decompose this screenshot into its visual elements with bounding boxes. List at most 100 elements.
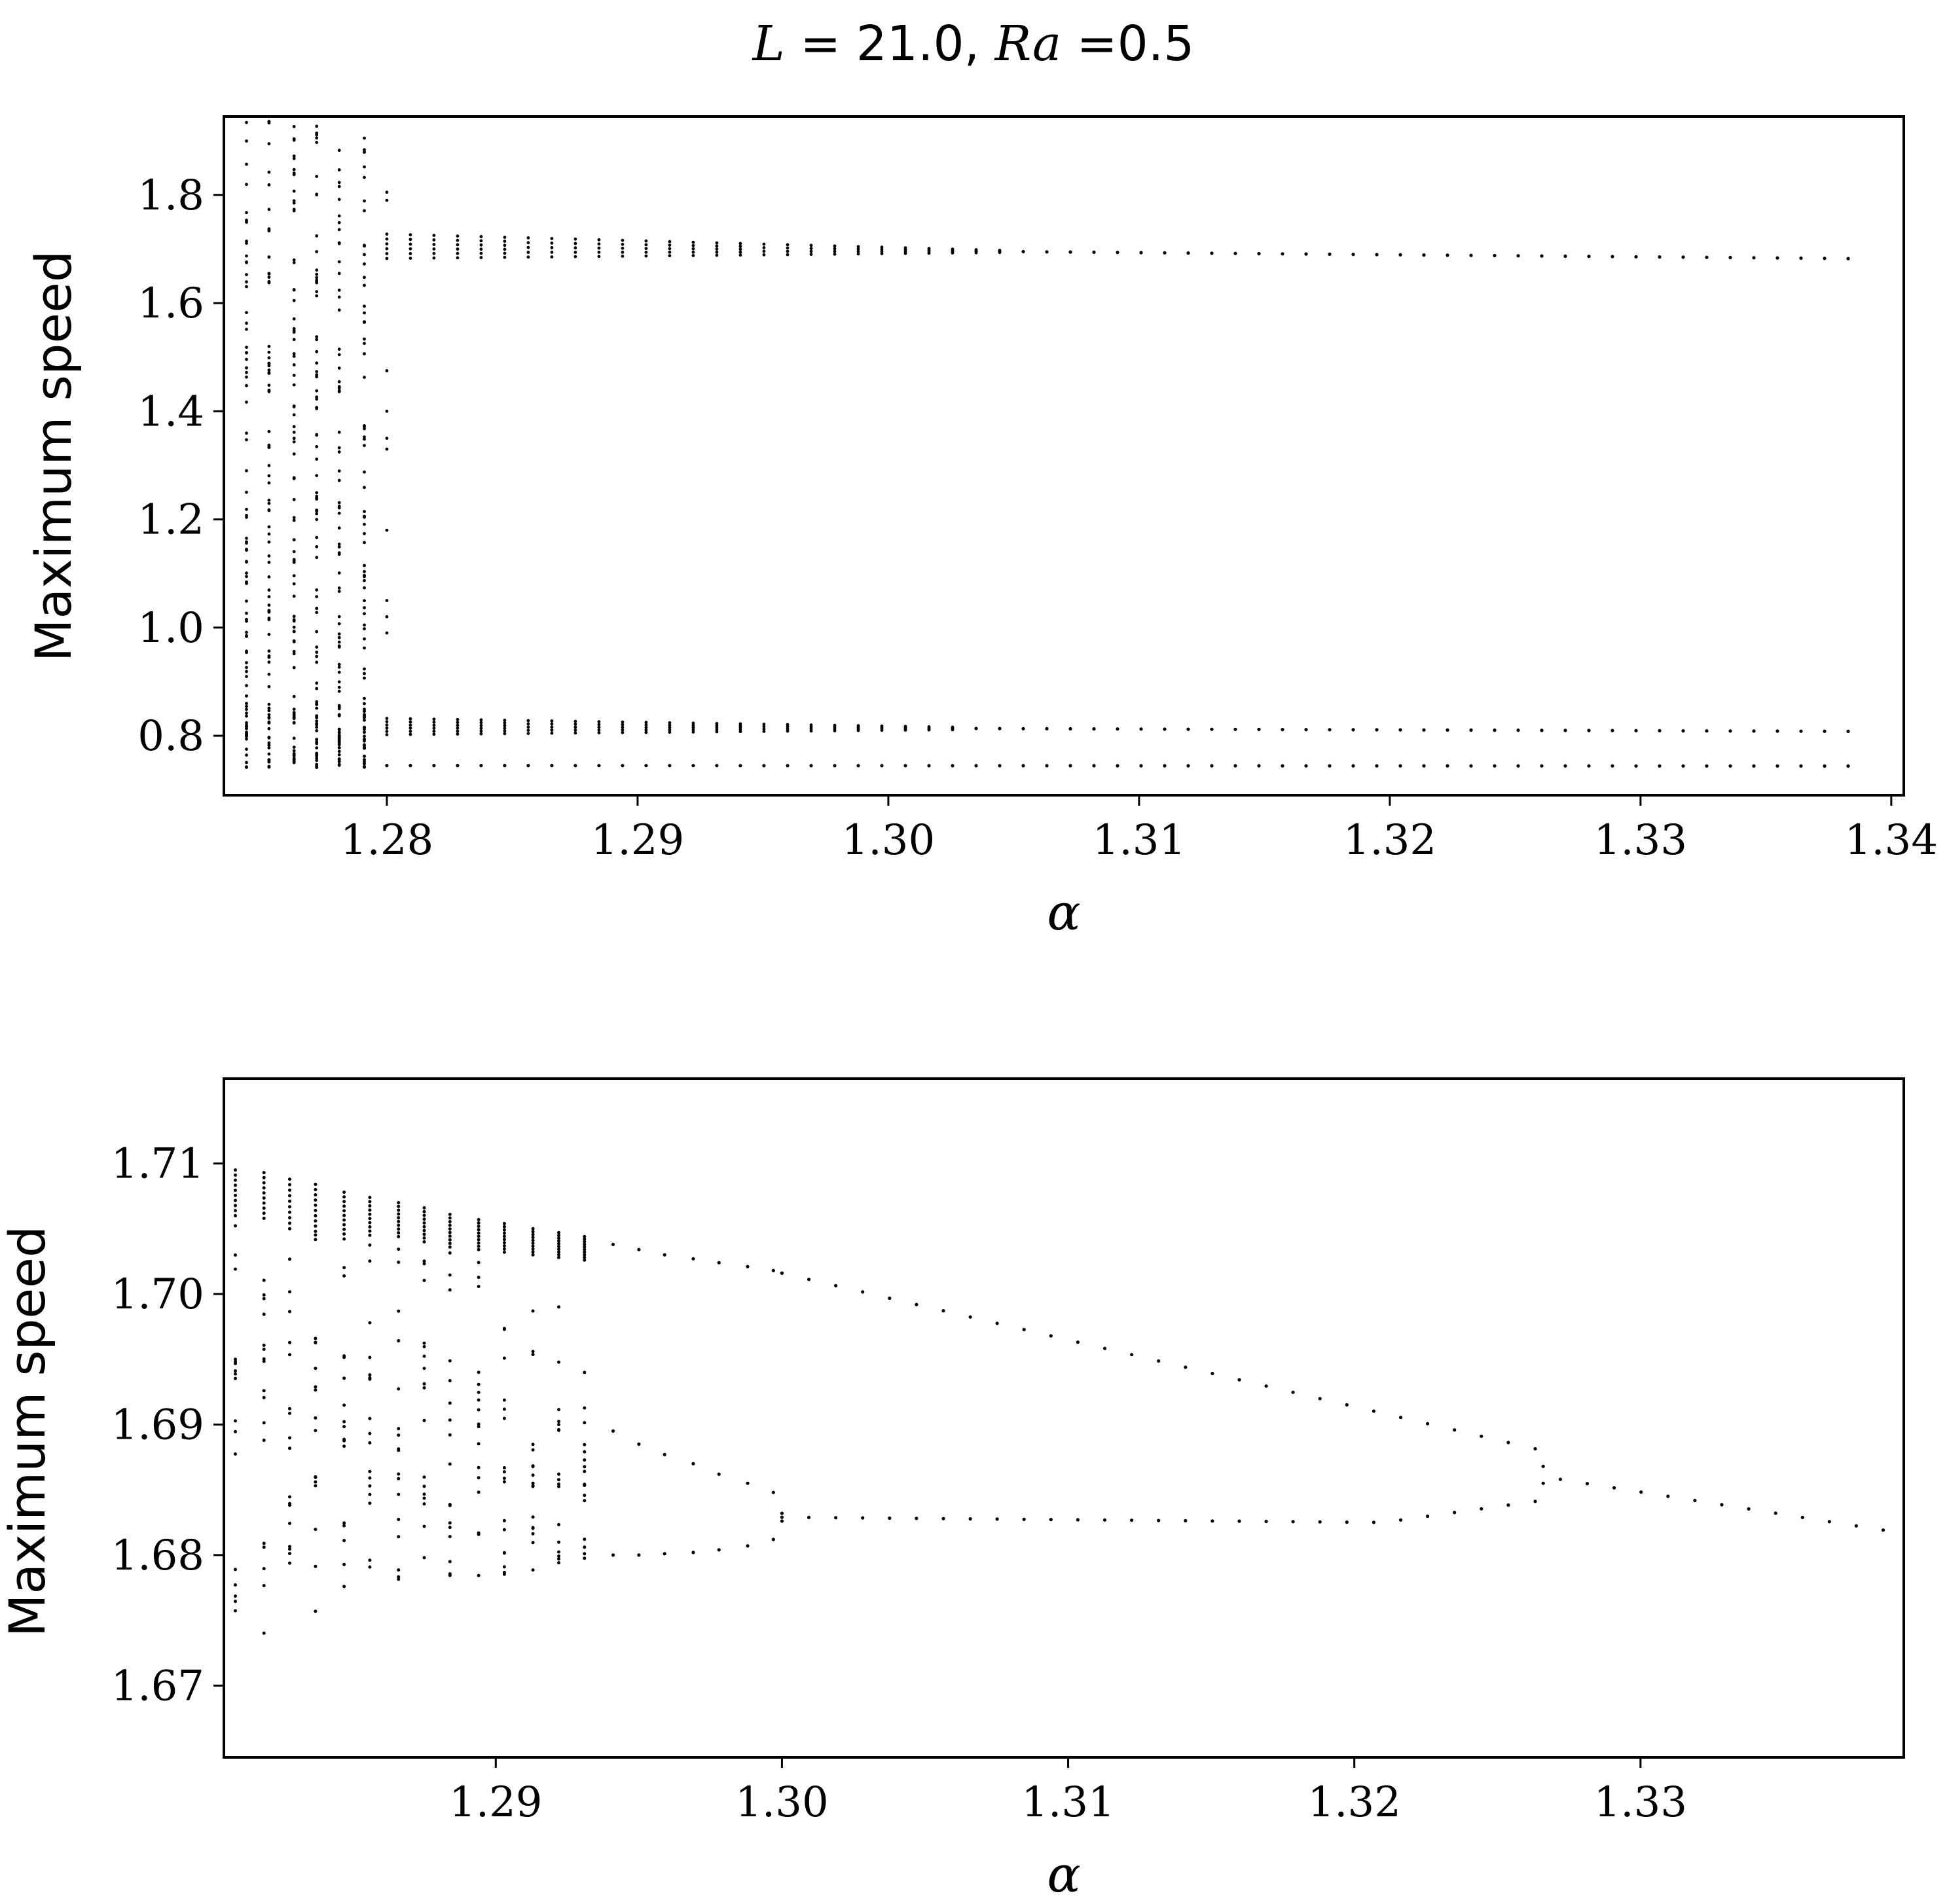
data-point xyxy=(314,1219,318,1223)
data-point xyxy=(477,1531,481,1535)
data-point xyxy=(385,720,389,723)
data-point xyxy=(502,1470,506,1474)
data-point xyxy=(477,1408,481,1412)
data-point xyxy=(927,725,931,728)
data-point xyxy=(477,1422,481,1426)
data-point xyxy=(397,1223,401,1227)
data-point xyxy=(880,247,884,251)
data-point xyxy=(477,1573,481,1577)
data-point xyxy=(550,764,554,768)
data-point xyxy=(245,260,248,264)
data-point xyxy=(941,1517,945,1520)
data-point xyxy=(267,501,271,505)
data-point xyxy=(262,1389,266,1393)
data-point xyxy=(337,385,341,389)
data-point xyxy=(1049,1518,1053,1522)
data-point xyxy=(234,1224,237,1228)
data-point xyxy=(503,764,507,768)
data-point xyxy=(267,344,271,348)
data-point xyxy=(245,273,248,276)
data-point xyxy=(644,243,648,247)
data-point xyxy=(409,257,412,260)
data-point xyxy=(573,731,577,735)
data-point xyxy=(422,1484,426,1488)
data-point xyxy=(267,603,271,607)
data-point xyxy=(833,249,837,253)
data-point xyxy=(1210,764,1214,768)
data-point xyxy=(1210,1371,1214,1376)
data-point xyxy=(267,142,271,146)
data-point xyxy=(234,1267,237,1271)
data-point xyxy=(432,251,436,255)
data-point xyxy=(503,255,507,259)
data-point xyxy=(315,742,319,745)
data-point xyxy=(1846,257,1850,260)
data-point xyxy=(762,246,766,249)
data-point xyxy=(315,124,319,128)
data-point xyxy=(833,723,837,727)
data-point xyxy=(363,719,366,722)
data-point xyxy=(448,1462,452,1466)
data-point xyxy=(531,1236,535,1240)
data-point xyxy=(856,252,860,256)
data-point xyxy=(557,1561,560,1565)
data-point xyxy=(583,1494,587,1498)
data-point xyxy=(915,1302,919,1306)
data-point xyxy=(315,280,319,283)
data-point xyxy=(234,1568,237,1572)
data-point xyxy=(245,670,248,674)
data-point xyxy=(691,250,695,254)
data-point xyxy=(267,764,271,768)
data-point xyxy=(314,1429,318,1433)
data-point xyxy=(762,249,766,253)
y-tick-label: 1.71 xyxy=(111,1140,205,1189)
data-point xyxy=(583,1483,587,1487)
data-point xyxy=(262,1395,266,1399)
data-point xyxy=(477,1225,481,1229)
data-point xyxy=(456,764,460,768)
data-point xyxy=(422,1524,426,1528)
data-point xyxy=(363,352,366,355)
data-point xyxy=(422,1262,426,1266)
data-point xyxy=(1453,1428,1457,1432)
data-point xyxy=(456,723,460,727)
data-point xyxy=(531,1244,535,1248)
data-point xyxy=(668,764,672,768)
data-point xyxy=(337,469,341,473)
data-point xyxy=(292,258,296,262)
data-point xyxy=(337,636,341,639)
data-point xyxy=(1728,255,1732,260)
data-point xyxy=(531,1250,535,1254)
data-point xyxy=(292,713,296,717)
data-point xyxy=(234,1198,237,1202)
x-tick-label: 1.29 xyxy=(591,816,685,865)
data-point xyxy=(337,308,341,312)
data-point xyxy=(368,1431,372,1435)
data-point xyxy=(503,719,507,722)
data-point xyxy=(368,1476,372,1480)
data-point xyxy=(502,1231,506,1235)
data-point xyxy=(1304,764,1308,768)
data-point xyxy=(1422,764,1426,768)
y-tick-label: 1.69 xyxy=(111,1401,205,1449)
data-point xyxy=(397,1201,401,1204)
data-point xyxy=(245,548,248,552)
data-point xyxy=(502,1221,506,1225)
data-point xyxy=(583,1245,587,1249)
data-point xyxy=(573,728,577,732)
data-point xyxy=(762,242,766,246)
data-point xyxy=(315,630,319,634)
data-point xyxy=(292,476,296,480)
data-point xyxy=(448,1379,452,1382)
data-point xyxy=(363,612,366,615)
data-point xyxy=(234,1213,237,1217)
data-point xyxy=(448,1216,452,1220)
data-point xyxy=(583,1499,587,1503)
bottom-y-axis-label: Maximum speed xyxy=(0,1226,56,1637)
data-point xyxy=(1800,1515,1804,1519)
data-point xyxy=(691,247,695,251)
data-point xyxy=(315,535,319,539)
data-point xyxy=(337,571,341,575)
data-point xyxy=(1823,764,1827,768)
data-point xyxy=(337,241,341,245)
